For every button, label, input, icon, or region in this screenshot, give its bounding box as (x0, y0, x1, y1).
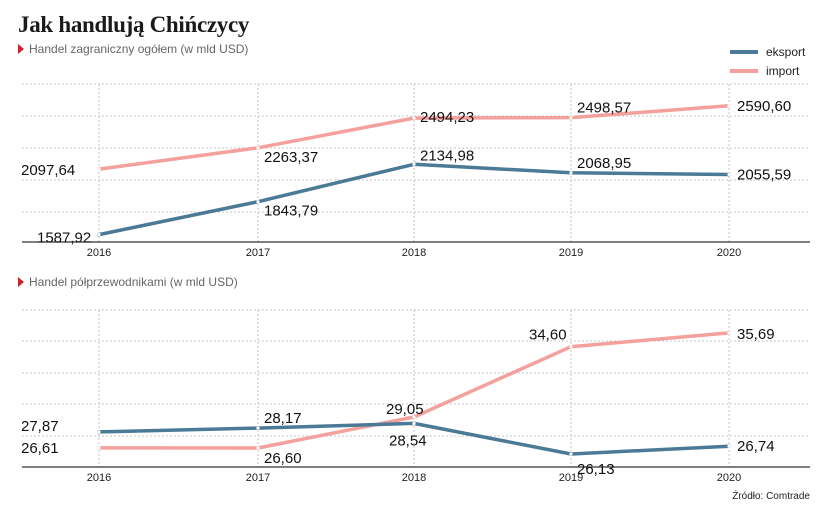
legend: eksport import (730, 42, 805, 80)
page-title: Jak handlują Chińczycy (18, 12, 250, 37)
x-tick-label: 2016 (87, 247, 111, 259)
legend-item-import: import (730, 61, 805, 80)
legend-label-import: import (766, 63, 800, 78)
data-label-import: 2494,23 (420, 109, 474, 126)
data-label-import: 34,60 (529, 327, 567, 344)
data-label-eksport: 1587,92 (37, 230, 91, 247)
triangle-marker-icon (18, 44, 24, 54)
data-point-import (569, 115, 573, 120)
x-tick-label: 2020 (717, 247, 741, 259)
data-label-eksport: 28,54 (389, 432, 427, 449)
chart-2-title: Handel półprzewodnikami (w mld USD) (29, 275, 238, 289)
data-point-eksport (569, 171, 573, 175)
data-point-eksport (727, 444, 731, 448)
data-point-eksport (412, 162, 416, 166)
data-label-eksport: 2055,59 (737, 166, 791, 183)
data-label-import: 2263,37 (264, 149, 318, 166)
x-tick-label: 2016 (87, 472, 111, 484)
data-point-import (569, 345, 573, 349)
x-tick-label: 2019 (559, 472, 583, 484)
triangle-marker-icon (18, 277, 24, 287)
chart-1-subtitle: Handel zagraniczny ogółem (w mld USD) (18, 42, 248, 56)
data-label-eksport: 28,17 (264, 410, 302, 427)
data-label-import: 2590,60 (737, 98, 791, 115)
legend-swatch-import (730, 68, 758, 73)
chart-2-subtitle: Handel półprzewodnikami (w mld USD) (18, 275, 238, 289)
legend-item-eksport: eksport (730, 42, 805, 61)
chart-1-title: Handel zagraniczny ogółem (w mld USD) (29, 42, 249, 56)
data-label-import: 26,61 (21, 440, 59, 457)
data-point-import (412, 116, 416, 120)
x-tick-label: 2018 (402, 472, 426, 484)
x-tick-label: 2019 (559, 247, 583, 259)
legend-swatch-eksport (730, 49, 758, 54)
data-point-eksport (569, 452, 573, 456)
data-label-eksport: 1843,79 (264, 203, 318, 220)
data-point-import (412, 415, 416, 419)
data-label-eksport: 26,74 (737, 438, 775, 455)
data-point-eksport (256, 200, 260, 204)
data-label-eksport: 2134,98 (420, 147, 474, 164)
data-point-eksport (727, 172, 731, 177)
x-tick-label: 2017 (246, 472, 270, 484)
data-point-import (97, 167, 101, 171)
x-tick-label: 2017 (246, 247, 270, 259)
data-point-import (256, 446, 260, 450)
data-point-eksport (412, 421, 416, 426)
data-label-import: 2097,64 (21, 162, 75, 179)
data-point-import (727, 331, 731, 335)
data-point-import (727, 104, 731, 108)
data-label-import: 29,05 (386, 401, 424, 418)
x-tick-label: 2020 (717, 472, 741, 484)
source-note: Źródło: Comtrade (732, 491, 810, 502)
data-label-eksport: 27,87 (21, 418, 59, 435)
data-point-eksport (256, 426, 260, 430)
legend-label-eksport: eksport (766, 44, 806, 59)
data-label-import: 2498,57 (577, 100, 631, 117)
x-tick-label: 2018 (402, 247, 426, 259)
data-label-import: 35,69 (737, 326, 775, 343)
data-label-import: 26,60 (264, 450, 302, 467)
data-point-eksport (97, 232, 101, 237)
data-label-eksport: 2068,95 (577, 155, 631, 172)
data-point-eksport (97, 430, 101, 434)
data-label-eksport: 26,13 (577, 461, 615, 478)
data-point-import (256, 146, 260, 150)
data-point-import (97, 446, 101, 450)
